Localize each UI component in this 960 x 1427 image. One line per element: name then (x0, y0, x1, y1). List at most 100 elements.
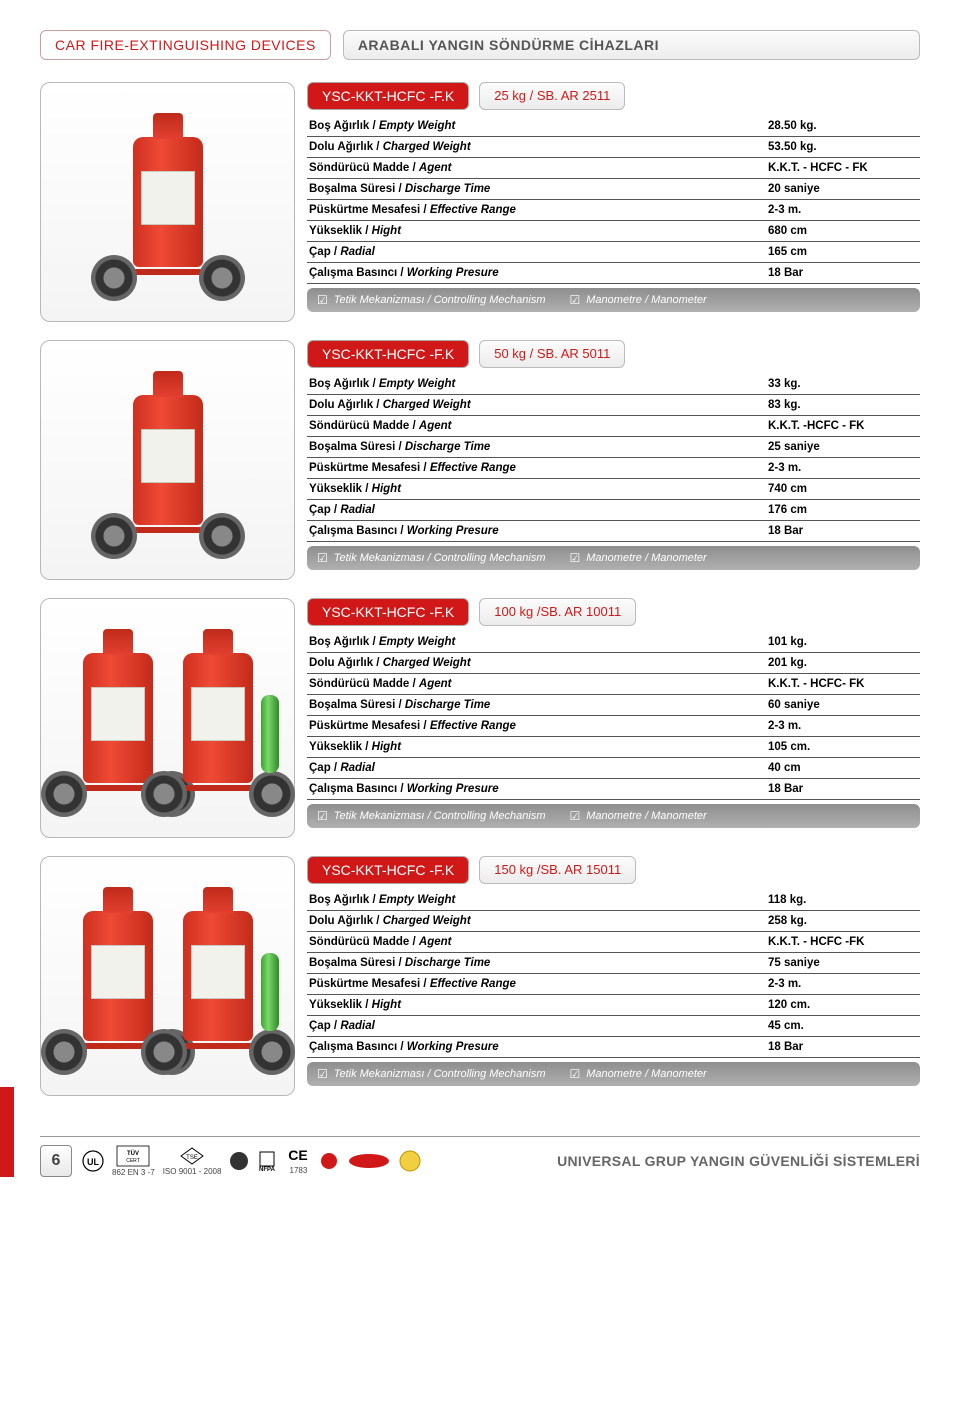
spec-row: Çap / Radial40 cm (307, 758, 920, 779)
spec-row: Püskürtme Mesafesi / Effective Range2-3 … (307, 716, 920, 737)
spec-label: Boş Ağırlık / Empty Weight (309, 378, 768, 390)
footer-company-title: UNIVERSAL GRUP YANGIN GÜVENLİĞİ SİSTEMLE… (557, 1153, 920, 1169)
spec-row: Yükseklik / Hight740 cm (307, 479, 920, 500)
product-title: YSC-KKT-HCFC -F.K (307, 856, 469, 884)
product-image (40, 340, 295, 580)
spec-label: Çap / Radial (309, 246, 768, 258)
spec-value: 45 cm. (768, 1020, 918, 1032)
spec-label: Çalışma Basıncı / Working Presure (309, 1041, 768, 1053)
spec-label: Söndürücü Madde / Agent (309, 936, 768, 948)
svg-text:TSE: TSE (186, 1155, 198, 1161)
spec-value: K.K.T. -HCFC - FK (768, 420, 918, 432)
svg-text:UL: UL (87, 1157, 99, 1167)
spec-value: 2-3 m. (768, 978, 918, 990)
spec-row: Çalışma Basıncı / Working Presure18 Bar (307, 263, 920, 284)
svg-text:TÜV: TÜV (127, 1150, 139, 1157)
spec-footer-pill: Tetik Mekanizması / Controlling Mechanis… (307, 288, 920, 312)
spec-label: Yükseklik / Hight (309, 741, 768, 753)
cert-ce: CE1783 (285, 1147, 311, 1175)
spec-value: K.K.T. - HCFC - FK (768, 162, 918, 174)
spec-value: 2-3 m. (768, 720, 918, 732)
page-number: 6 (40, 1145, 72, 1177)
spec-label: Dolu Ağırlık / Charged Weight (309, 915, 768, 927)
spec-label: Püskürtme Mesafesi / Effective Range (309, 462, 768, 474)
spec-value: K.K.T. - HCFC- FK (768, 678, 918, 690)
spec-value: 40 cm (768, 762, 918, 774)
product-title: YSC-KKT-HCFC -F.K (307, 340, 469, 368)
header-left-title: CAR FIRE-EXTINGUISHING DEVICES (40, 30, 331, 60)
manometer-label: Manometre / Manometer (570, 1067, 707, 1081)
spec-row: Söndürücü Madde / AgentK.K.T. - HCFC- FK (307, 674, 920, 695)
header-right-title: ARABALI YANGIN SÖNDÜRME CİHAZLARI (343, 30, 920, 60)
spec-row: Yükseklik / Hight120 cm. (307, 995, 920, 1016)
spec-row: Çalışma Basıncı / Working Presure18 Bar (307, 1037, 920, 1058)
spec-label: Çalışma Basıncı / Working Presure (309, 267, 768, 279)
spec-label: Yükseklik / Hight (309, 483, 768, 495)
manometer-label: Manometre / Manometer (570, 551, 707, 565)
product-title: YSC-KKT-HCFC -F.K (307, 82, 469, 110)
spec-label: Boş Ağırlık / Empty Weight (309, 894, 768, 906)
spec-label: Çap / Radial (309, 504, 768, 516)
spec-value: 201 kg. (768, 657, 918, 669)
product-block: YSC-KKT-HCFC -F.K 100 kg /SB. AR 10011 Boş… (40, 598, 920, 838)
spec-label: Boş Ağırlık / Empty Weight (309, 636, 768, 648)
page-edge-tab (0, 1087, 14, 1177)
cert-ul: UL (82, 1150, 104, 1172)
spec-row: Boş Ağırlık / Empty Weight28.50 kg. (307, 116, 920, 137)
spec-row: Püskürtme Mesafesi / Effective Range2-3 … (307, 200, 920, 221)
spec-label: Dolu Ağırlık / Charged Weight (309, 141, 768, 153)
spec-row: Yükseklik / Hight105 cm. (307, 737, 920, 758)
spec-row: Boşalma Süresi / Discharge Time75 saniye (307, 953, 920, 974)
spec-row: Çap / Radial165 cm (307, 242, 920, 263)
spec-row: Püskürtme Mesafesi / Effective Range2-3 … (307, 458, 920, 479)
product-block: YSC-KKT-HCFC -F.K25 kg / SB. AR 2511Boş … (40, 82, 920, 322)
spec-value: 118 kg. (768, 894, 918, 906)
spec-label: Çalışma Basıncı / Working Presure (309, 525, 768, 537)
spec-value: 176 cm (768, 504, 918, 516)
cert-tse: TSEISO 9001 - 2008 (163, 1146, 222, 1176)
spec-row: Dolu Ağırlık / Charged Weight201 kg. (307, 653, 920, 674)
manometer-label: Manometre / Manometer (570, 293, 707, 307)
spec-panel: YSC-KKT-HCFC -F.K50 kg / SB. AR 5011Boş … (307, 340, 920, 580)
spec-value: 25 saniye (768, 441, 918, 453)
spec-row: Çap / Radial45 cm. (307, 1016, 920, 1037)
spec-row: Yükseklik / Hight680 cm (307, 221, 920, 242)
spec-label: Söndürücü Madde / Agent (309, 420, 768, 432)
spec-value: 83 kg. (768, 399, 918, 411)
controlling-mechanism-label: Tetik Mekanizması / Controlling Mechanis… (317, 1067, 546, 1081)
spec-label: Boşalma Süresi / Discharge Time (309, 441, 768, 453)
svg-text:NFPA: NFPA (259, 1167, 276, 1172)
spec-row: Boş Ağırlık / Empty Weight101 kg. (307, 632, 920, 653)
manometer-label: Manometre / Manometer (570, 809, 707, 823)
product-subtitle: 150 kg /SB. AR 15011 (479, 856, 636, 884)
universal-seal (399, 1150, 421, 1172)
cert-seal (229, 1151, 249, 1171)
spec-row: Boşalma Süresi / Discharge Time20 saniye (307, 179, 920, 200)
spec-row: Söndürücü Madde / AgentK.K.T. - HCFC - F… (307, 158, 920, 179)
controlling-mechanism-label: Tetik Mekanizması / Controlling Mechanis… (317, 293, 546, 307)
spec-label: Boşalma Süresi / Discharge Time (309, 957, 768, 969)
spec-label: Boşalma Süresi / Discharge Time (309, 183, 768, 195)
spec-value: 75 saniye (768, 957, 918, 969)
spec-value: 28.50 kg. (768, 120, 918, 132)
cert-gov (319, 1151, 339, 1171)
spec-label: Püskürtme Mesafesi / Effective Range (309, 720, 768, 732)
brand-badge (347, 1152, 391, 1170)
product-subtitle: 100 kg /SB. AR 10011 (479, 598, 636, 626)
spec-row: Boşalma Süresi / Discharge Time25 saniye (307, 437, 920, 458)
spec-label: Boş Ağırlık / Empty Weight (309, 120, 768, 132)
spec-row: Püskürtme Mesafesi / Effective Range2-3 … (307, 974, 920, 995)
product-title: YSC-KKT-HCFC -F.K (307, 598, 469, 626)
spec-row: Dolu Ağırlık / Charged Weight83 kg. (307, 395, 920, 416)
spec-label: Yükseklik / Hight (309, 225, 768, 237)
product-image (40, 856, 295, 1096)
spec-value: 258 kg. (768, 915, 918, 927)
spec-value: 18 Bar (768, 783, 918, 795)
product-image (40, 82, 295, 322)
spec-label: Dolu Ağırlık / Charged Weight (309, 657, 768, 669)
product-image (40, 598, 295, 838)
spec-value: 2-3 m. (768, 462, 918, 474)
spec-value: K.K.T. - HCFC -FK (768, 936, 918, 948)
cert-tuv: TÜVCERT862 EN 3 -7 (112, 1145, 155, 1177)
spec-row: Çalışma Basıncı / Working Presure18 Bar (307, 779, 920, 800)
